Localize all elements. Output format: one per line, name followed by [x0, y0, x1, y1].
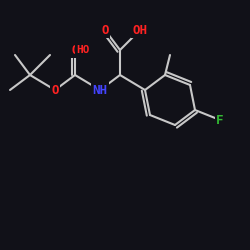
Text: O: O	[71, 44, 79, 57]
Text: O: O	[101, 24, 109, 36]
Text: OH: OH	[132, 24, 148, 36]
Text: O: O	[51, 84, 59, 96]
Text: NH: NH	[92, 84, 108, 96]
Text: F: F	[216, 114, 224, 126]
Text: HO: HO	[76, 45, 90, 55]
